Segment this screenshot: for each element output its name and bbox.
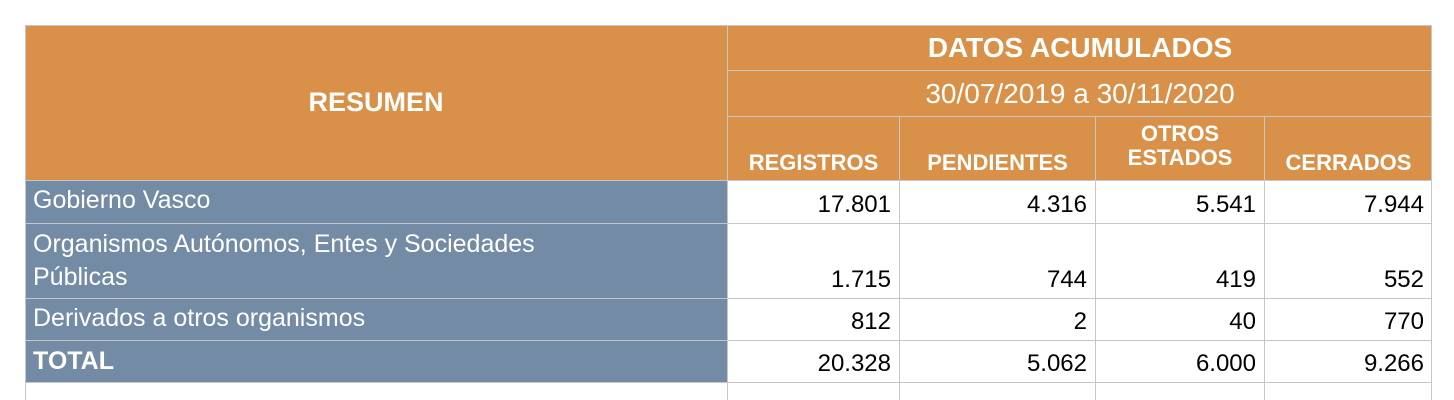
row-label-line2: Públicas bbox=[33, 263, 128, 291]
cell-value: 1.715 bbox=[830, 266, 891, 293]
cell-otros-estados: 6.000 bbox=[1096, 341, 1264, 382]
col-header-pendientes-text: PENDIENTES bbox=[927, 150, 1068, 175]
cell-value: 6.000 bbox=[1195, 350, 1256, 377]
cell-value: 770 bbox=[1383, 308, 1424, 335]
row-label-derivados: Derivados a otros organismos bbox=[25, 299, 727, 340]
cell-cerrados: 9.266 bbox=[1265, 341, 1432, 382]
col-header-cerrados-text: CERRADOS bbox=[1285, 150, 1412, 175]
grid-line bbox=[25, 25, 1432, 26]
cell-value: 4.316 bbox=[1026, 191, 1087, 218]
date-range-text: 30/07/2019 a 30/11/2020 bbox=[925, 77, 1235, 109]
cell-value: 5.062 bbox=[1026, 350, 1087, 377]
cell-cerrados: 7.944 bbox=[1265, 181, 1432, 223]
cell-registros: 1.715 bbox=[728, 224, 899, 298]
grid-line bbox=[25, 382, 1432, 383]
grid-line bbox=[25, 340, 1432, 341]
resumen-header-text: RESUMEN bbox=[308, 87, 444, 117]
resumen-header: RESUMEN bbox=[25, 25, 727, 180]
datos-acumulados-header: DATOS ACUMULADOS bbox=[728, 25, 1432, 70]
cell-pendientes: 5.062 bbox=[900, 341, 1095, 382]
grid-line bbox=[25, 298, 1432, 299]
col-header-registros: REGISTROS bbox=[728, 117, 899, 180]
cell-pendientes: 744 bbox=[900, 224, 1095, 298]
cell-value: 17.801 bbox=[817, 191, 891, 218]
row-label-organismos-autonomos: Organismos Autónomos, Entes y Sociedades… bbox=[25, 224, 727, 298]
cell-value: 7.944 bbox=[1363, 191, 1424, 218]
col-header-pendientes: PENDIENTES bbox=[900, 117, 1095, 180]
cell-value: 812 bbox=[850, 308, 891, 335]
col-header-otros-line1: OTROS bbox=[1140, 121, 1220, 146]
summary-table: RESUMEN DATOS ACUMULADOS 30/07/2019 a 30… bbox=[25, 25, 1432, 400]
cell-otros-estados: 40 bbox=[1096, 299, 1264, 340]
datos-acumulados-text: DATOS ACUMULADOS bbox=[927, 31, 1233, 63]
cell-value: 5.541 bbox=[1195, 191, 1256, 218]
grid-line bbox=[1095, 116, 1096, 400]
grid-line bbox=[1431, 25, 1432, 400]
grid-line bbox=[728, 116, 1432, 117]
grid-line bbox=[25, 223, 1432, 224]
cell-value: 419 bbox=[1215, 266, 1256, 293]
col-header-otros-line2: ESTADOS bbox=[1127, 145, 1233, 170]
cell-registros: 812 bbox=[728, 299, 899, 340]
row-label-text: Derivados a otros organismos bbox=[33, 304, 366, 332]
cell-pendientes: 4.316 bbox=[900, 181, 1095, 223]
grid-line bbox=[899, 116, 900, 400]
cell-value: 552 bbox=[1383, 266, 1424, 293]
cell-value: 9.266 bbox=[1363, 350, 1424, 377]
cell-cerrados: 770 bbox=[1265, 299, 1432, 340]
grid-line bbox=[25, 180, 1432, 181]
cell-value: 40 bbox=[1229, 308, 1256, 335]
grid-line bbox=[1264, 116, 1265, 400]
row-label-text: Gobierno Vasco bbox=[33, 186, 211, 214]
col-header-otros-estados: OTROS ESTADOS bbox=[1096, 117, 1264, 180]
date-range-header: 30/07/2019 a 30/11/2020 bbox=[728, 71, 1432, 116]
row-label-total: TOTAL bbox=[25, 341, 727, 382]
col-header-cerrados: CERRADOS bbox=[1265, 117, 1432, 180]
grid-line bbox=[727, 25, 728, 400]
row-label-text: TOTAL bbox=[33, 347, 115, 375]
cell-otros-estados: 419 bbox=[1096, 224, 1264, 298]
grid-line bbox=[25, 25, 26, 400]
cell-registros: 17.801 bbox=[728, 181, 899, 223]
row-label-line1: Organismos Autónomos, Entes y Sociedades bbox=[33, 230, 535, 258]
row-label-gobierno-vasco: Gobierno Vasco bbox=[25, 181, 727, 223]
cell-value: 744 bbox=[1046, 266, 1087, 293]
cell-otros-estados: 5.541 bbox=[1096, 181, 1264, 223]
cell-pendientes: 2 bbox=[900, 299, 1095, 340]
cell-registros: 20.328 bbox=[728, 341, 899, 382]
cell-cerrados: 552 bbox=[1265, 224, 1432, 298]
grid-line bbox=[728, 70, 1432, 71]
cell-value: 2 bbox=[1073, 308, 1087, 335]
col-header-registros-text: REGISTROS bbox=[748, 150, 879, 175]
cell-value: 20.328 bbox=[817, 350, 891, 377]
